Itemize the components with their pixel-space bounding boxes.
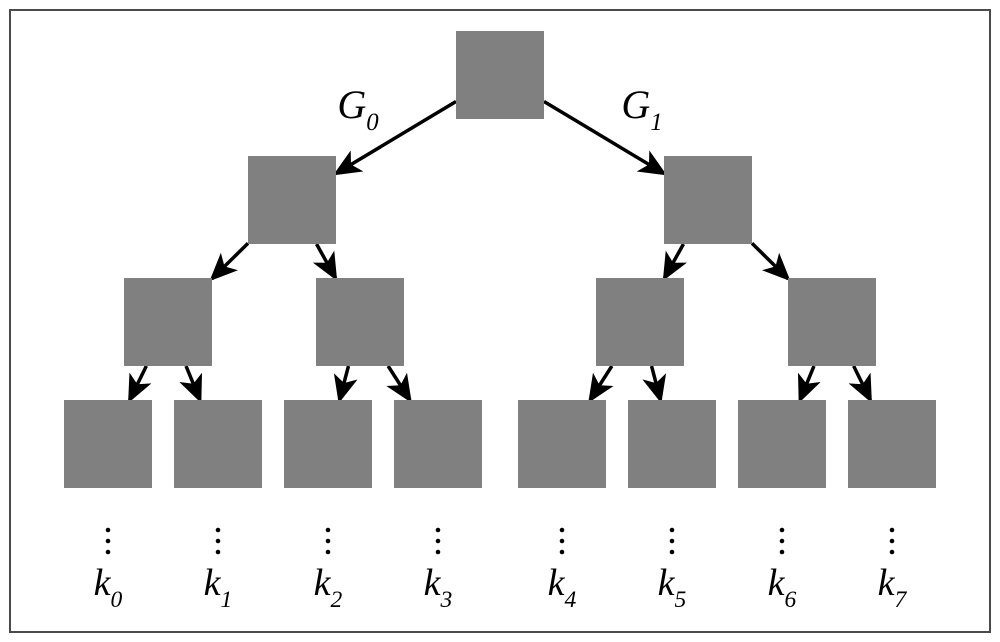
vdots-dot: [106, 550, 111, 555]
node-RLL: [518, 400, 606, 488]
edge-LR-LRL: [340, 366, 349, 400]
edge-R-RR: [752, 243, 788, 278]
vdots-dot: [326, 539, 331, 544]
edge-RR-RRR: [854, 366, 871, 400]
node-RR: [788, 278, 876, 366]
edge-label-G1: G1: [621, 82, 662, 136]
vdots-dot: [560, 539, 565, 544]
node-RLR: [628, 400, 716, 488]
node-root: [456, 31, 544, 119]
node-RL: [596, 278, 684, 366]
vdots-dot: [106, 539, 111, 544]
vdots-dot: [890, 539, 895, 544]
nodes-group: [64, 31, 936, 488]
edge-R-RL: [665, 244, 684, 278]
node-RRL: [738, 400, 826, 488]
edge-L-LL: [212, 243, 248, 278]
edge-RL-RLL: [590, 366, 612, 400]
vdots-dot: [326, 528, 331, 533]
leaf-label-k2: k2: [314, 562, 343, 613]
leaf-labels-group: k0 k1 k2 k3 k4 k5 k6 k7: [94, 528, 908, 613]
vdots-dot: [436, 528, 441, 533]
node-LLR: [174, 400, 262, 488]
vdots-dot: [436, 550, 441, 555]
tree-diagram: G0 G1 k0 k1 k2 k3 k4 k5 k6 k7: [0, 0, 1000, 642]
vdots-dot: [216, 539, 221, 544]
leaf-label-k1: k1: [204, 562, 233, 613]
leaf-label-k4: k4: [548, 562, 577, 613]
edge-RR-RRL: [800, 366, 814, 400]
vdots-dot: [780, 528, 785, 533]
vdots-dot: [670, 528, 675, 533]
edge-label-G0: G0: [337, 82, 379, 136]
leaf-label-k3: k3: [424, 562, 453, 613]
node-LLL: [64, 400, 152, 488]
vdots-dot: [326, 550, 331, 555]
vdots-dot: [890, 528, 895, 533]
edges-group: G0 G1: [130, 82, 871, 400]
vdots-dot: [780, 550, 785, 555]
edge-LL-LLL: [130, 366, 147, 400]
leaf-label-k5: k5: [658, 562, 687, 613]
edge-RL-RLR: [652, 366, 661, 400]
node-LR: [316, 278, 404, 366]
node-LRL: [284, 400, 372, 488]
vdots-dot: [560, 528, 565, 533]
vdots-dot: [890, 550, 895, 555]
leaf-label-k6: k6: [768, 562, 797, 613]
node-RRR: [848, 400, 936, 488]
vdots-dot: [780, 539, 785, 544]
leaf-label-k7: k7: [878, 562, 908, 613]
vdots-dot: [436, 539, 441, 544]
node-R: [664, 156, 752, 244]
vdots-dot: [106, 528, 111, 533]
edge-LR-LRR: [388, 366, 410, 400]
vdots-dot: [670, 550, 675, 555]
vdots-dot: [216, 528, 221, 533]
vdots-dot: [216, 550, 221, 555]
edge-LL-LLR: [186, 366, 200, 400]
edge-L-LR: [317, 244, 336, 278]
leaf-label-k0: k0: [94, 562, 123, 613]
node-LRR: [394, 400, 482, 488]
vdots-dot: [560, 550, 565, 555]
node-LL: [124, 278, 212, 366]
vdots-dot: [670, 539, 675, 544]
node-L: [248, 156, 336, 244]
